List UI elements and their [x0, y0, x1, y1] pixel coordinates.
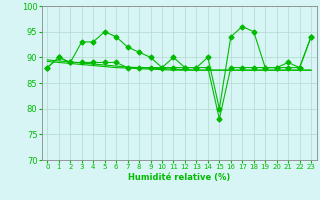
- X-axis label: Humidité relative (%): Humidité relative (%): [128, 173, 230, 182]
